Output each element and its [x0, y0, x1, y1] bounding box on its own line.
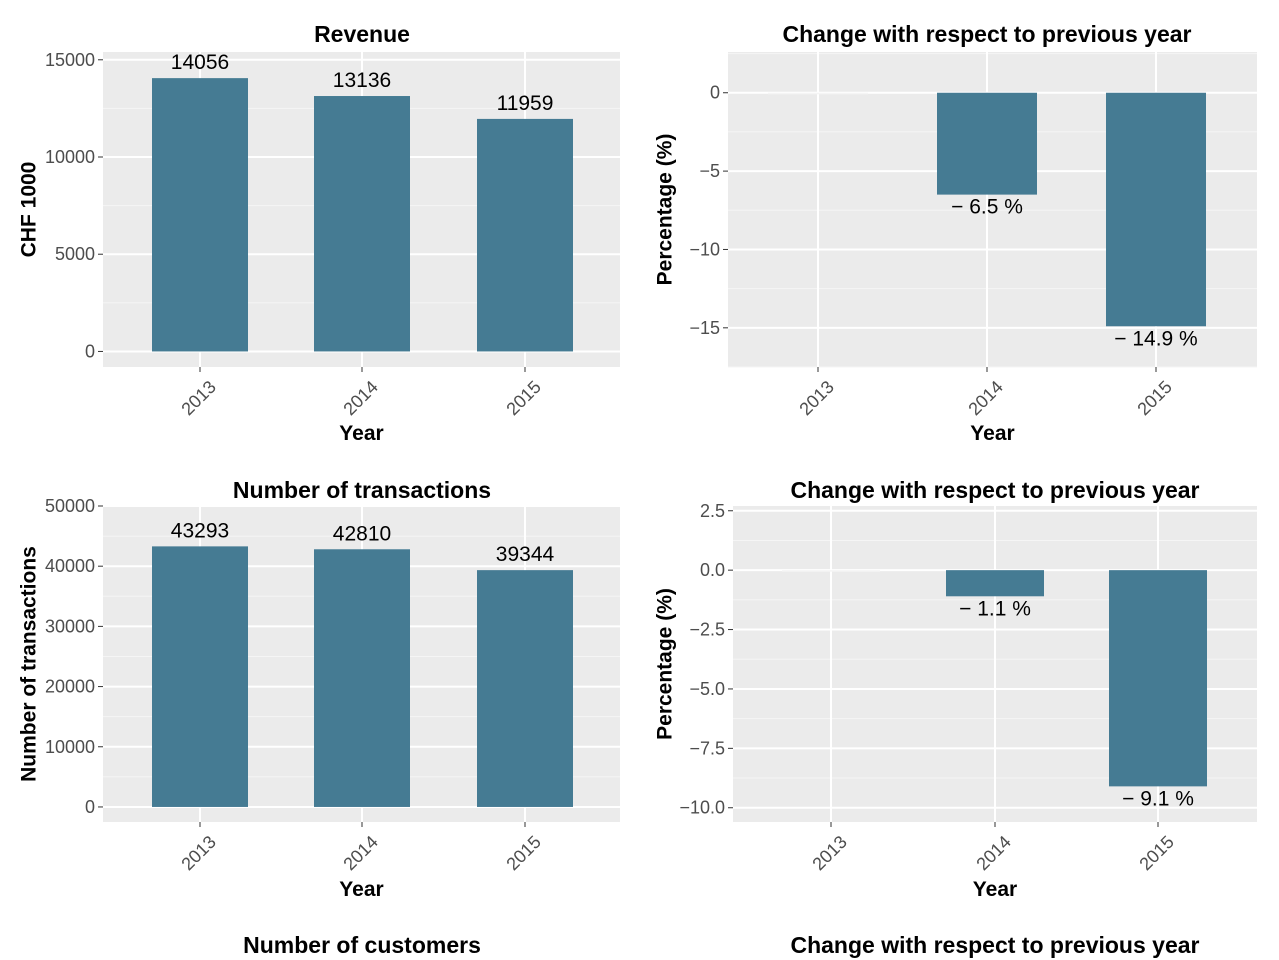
bar-2013 [782, 570, 880, 572]
data-label: 14056 [171, 51, 229, 74]
data-label: − 6.5 % [951, 196, 1023, 219]
x-tick-label: 2014 [339, 377, 381, 419]
chart-title: Number of customers [243, 932, 481, 958]
y-tick-label: −5 [699, 161, 720, 181]
y-axis-title: CHF 1000 [18, 162, 41, 258]
y-axis-title: Percentage (%) [654, 134, 677, 286]
chart-panel-1: Revenue 14056 13136 11959 0 5000 10000 15000 201… [18, 21, 620, 445]
y-tick-label: 0 [85, 341, 95, 361]
data-label: − 14.9 % [1114, 327, 1197, 350]
bar-2014 [946, 570, 1044, 597]
bar-2015 [1106, 92, 1206, 327]
chart-title: Change with respect to previous year [790, 932, 1199, 958]
chart-panel-6: Change with respect to previous year [790, 932, 1199, 958]
data-label: 39344 [496, 543, 555, 566]
x-tick-label: 2015 [502, 832, 544, 874]
y-tick-label: 20000 [45, 677, 95, 697]
x-tick-label: 2013 [177, 377, 219, 419]
y-tick-label: −2.5 [689, 620, 725, 640]
x-axis-title: Year [973, 878, 1017, 901]
x-tick-label: 2014 [972, 832, 1014, 874]
x-tick-label: 2014 [339, 832, 381, 874]
y-tick-label: 10000 [45, 737, 95, 757]
x-axis-title: Year [339, 422, 383, 445]
bar-2013 [152, 546, 248, 807]
chart-panel-5: Number of customers [243, 932, 481, 958]
y-tick-label: 2.5 [700, 501, 725, 521]
x-tick-label: 2014 [964, 377, 1006, 419]
y-tick-label: 0 [85, 797, 95, 817]
x-tick-label: 2013 [177, 832, 219, 874]
y-tick-label: −10.0 [679, 798, 725, 818]
y-tick-label: 0.0 [700, 560, 725, 580]
bar-2013 [768, 92, 868, 95]
chart-title: Number of transactions [233, 477, 491, 503]
data-label: 42810 [333, 522, 391, 545]
y-tick-label: 15000 [45, 50, 95, 70]
bar-2015 [1109, 570, 1207, 787]
x-axis-title: Year [339, 878, 383, 901]
y-axis-title: Number of transactions [18, 546, 41, 782]
x-tick-label: 2013 [808, 832, 850, 874]
x-tick-label: 2015 [502, 377, 544, 419]
chart-panel-2: Change with respect to previous year − 6.… [654, 21, 1257, 445]
x-axis-title: Year [970, 422, 1014, 445]
chart-title: Change with respect to previous year [782, 21, 1191, 47]
data-label: 13136 [333, 69, 391, 92]
chart-title: Revenue [314, 21, 410, 47]
y-tick-label: 10000 [45, 147, 95, 167]
bar-2015 [477, 118, 573, 352]
y-tick-label: 5000 [55, 244, 95, 264]
y-tick-label: 30000 [45, 616, 95, 636]
bar-2015 [477, 570, 573, 807]
y-tick-label: 40000 [45, 556, 95, 576]
y-axis-title: Percentage (%) [654, 588, 677, 740]
y-tick-label: 50000 [45, 496, 95, 516]
bar-2013 [152, 78, 248, 352]
x-tick-label: 2015 [1135, 832, 1177, 874]
data-label: 11959 [497, 92, 554, 115]
bar-2014 [314, 549, 410, 807]
x-tick-label: 2015 [1133, 377, 1175, 419]
chart-panel-4: Change with respect to previous year − 1.… [654, 477, 1257, 901]
chart-title: Change with respect to previous year [790, 477, 1199, 503]
data-label: − 9.1 % [1122, 787, 1194, 810]
y-tick-label: −7.5 [689, 738, 725, 758]
y-tick-label: −10 [689, 239, 720, 259]
y-tick-label: −15 [689, 318, 720, 338]
y-tick-label: −5.0 [689, 679, 725, 699]
bar-2014 [937, 92, 1037, 195]
y-tick-label: 0 [710, 83, 720, 103]
bar-2014 [314, 96, 410, 352]
data-label: 43293 [171, 519, 229, 542]
data-label: − 1.1 % [959, 597, 1031, 620]
x-tick-label: 2013 [795, 377, 837, 419]
